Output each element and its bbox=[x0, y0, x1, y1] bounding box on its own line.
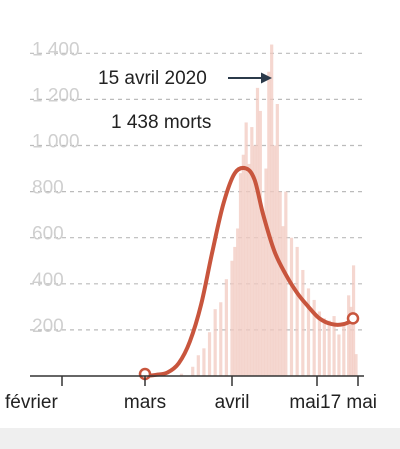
daily-bar bbox=[213, 309, 217, 376]
y-tick-label: 1 200 bbox=[32, 85, 80, 106]
daily-bar bbox=[233, 246, 237, 376]
daily-bar bbox=[270, 44, 274, 376]
daily-bar bbox=[275, 104, 279, 376]
x-tick-label: février bbox=[5, 392, 58, 413]
daily-bar bbox=[312, 299, 316, 376]
daily-bar bbox=[219, 302, 223, 376]
daily-bar bbox=[191, 366, 195, 376]
daily-bar bbox=[354, 354, 358, 376]
daily-bar bbox=[196, 355, 200, 376]
annotation-deaths: 1 438 morts bbox=[111, 112, 211, 133]
daily-bar bbox=[236, 228, 240, 376]
daily-bar bbox=[347, 295, 351, 376]
daily-bar bbox=[284, 191, 288, 376]
daily-bar bbox=[261, 214, 265, 376]
y-tick-label: 200 bbox=[32, 316, 64, 337]
daily-bar bbox=[224, 279, 228, 376]
daily-bar bbox=[337, 334, 341, 376]
gridlines bbox=[30, 52, 362, 331]
daily-bar bbox=[267, 71, 271, 377]
daily-bar bbox=[253, 145, 257, 376]
daily-bar bbox=[238, 173, 243, 376]
daily-bar bbox=[250, 127, 254, 376]
daily-bar bbox=[244, 122, 248, 376]
daily-bar bbox=[342, 325, 346, 376]
daily-bar bbox=[301, 269, 305, 376]
daily-bar bbox=[306, 288, 311, 376]
daily-bar bbox=[322, 318, 326, 376]
line-end-marker bbox=[346, 312, 360, 325]
x-tick-label: mars bbox=[124, 392, 166, 413]
daily-bar bbox=[289, 237, 294, 376]
footer-band bbox=[0, 428, 400, 449]
x-tick-label: 17 mai bbox=[320, 392, 377, 413]
x-tick-label: avril bbox=[215, 392, 250, 413]
x-axis-ticks: février mars avril mai 17 mai bbox=[5, 376, 377, 413]
daily-bar bbox=[272, 145, 277, 376]
daily-bar bbox=[179, 373, 184, 376]
daily-bar bbox=[264, 168, 268, 376]
daily-bar bbox=[230, 260, 234, 376]
y-tick-label: 1 000 bbox=[32, 132, 80, 153]
y-tick-label: 1 400 bbox=[32, 39, 80, 60]
annotation-date: 15 avril 2020 bbox=[98, 68, 207, 89]
y-tick-label: 400 bbox=[32, 270, 64, 291]
daily-bar bbox=[258, 110, 262, 377]
smoothed-line bbox=[143, 165, 358, 378]
daily-bar bbox=[255, 87, 260, 376]
x-tick-label: mai bbox=[289, 392, 320, 413]
y-axis-ticks: 200 400 600 800 1 000 1 200 1 400 bbox=[32, 39, 80, 337]
daily-bar bbox=[317, 311, 322, 376]
daily-bar bbox=[327, 320, 331, 376]
daily-bar bbox=[295, 246, 299, 376]
daily-bars bbox=[179, 44, 358, 377]
y-tick-label: 800 bbox=[32, 178, 64, 199]
y-tick-label: 600 bbox=[32, 224, 64, 245]
daily-bar bbox=[281, 226, 285, 376]
daily-bar bbox=[207, 332, 212, 376]
daily-bar bbox=[247, 163, 251, 376]
daily-bar bbox=[349, 306, 353, 376]
annotation-arrowhead bbox=[261, 72, 272, 84]
daily-bar bbox=[332, 316, 336, 376]
daily-bar bbox=[202, 348, 206, 376]
daily-bar bbox=[278, 191, 282, 376]
daily-bar bbox=[241, 154, 245, 376]
